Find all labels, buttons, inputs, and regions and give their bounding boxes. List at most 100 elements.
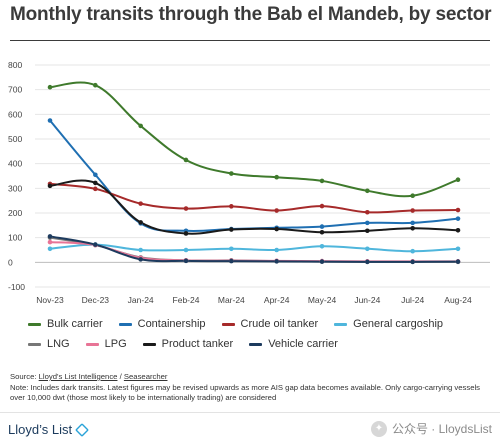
y-tick-label: 600 — [8, 109, 22, 119]
series-line-product-tanker — [49, 179, 459, 235]
source-separator: / — [117, 372, 124, 381]
data-point — [47, 234, 53, 239]
x-tick-label: Nov-23 — [36, 295, 64, 305]
x-tick-label: Mar-24 — [218, 295, 245, 305]
chart-title: Monthly transits through the Bab el Mand… — [10, 4, 492, 25]
title-divider — [10, 40, 490, 41]
data-point — [319, 244, 325, 249]
x-tick-label: Dec-23 — [82, 295, 110, 305]
data-point — [138, 201, 143, 206]
y-tick-label: 400 — [8, 159, 22, 169]
data-point — [410, 220, 415, 226]
series-line-crude-oil-tanker — [49, 182, 459, 214]
data-point — [319, 203, 325, 209]
data-point — [455, 227, 461, 233]
data-point — [274, 226, 279, 232]
x-tick-label: Jul-24 — [401, 295, 424, 305]
legend-item: General cargoship — [334, 318, 443, 330]
source-link-llyods-list-intelligence[interactable]: Lloyd's List Intelligence — [38, 372, 118, 381]
data-point — [229, 171, 234, 176]
data-point — [365, 246, 370, 252]
x-axis-ticks: Nov-23 Dec-23 Jan-24 Feb-24 Mar-24 Apr-24 May-… — [36, 295, 472, 305]
x-tick-label: Aug-24 — [444, 295, 472, 305]
source-link-seasearcher[interactable]: Seasearcher — [123, 372, 168, 381]
data-point — [138, 247, 143, 253]
data-point — [93, 242, 98, 247]
data-point — [455, 216, 461, 221]
legend-swatch — [28, 342, 41, 346]
series-lines — [49, 81, 459, 263]
x-tick-label: May-24 — [308, 295, 337, 305]
data-point — [455, 259, 461, 264]
y-tick-label: 100 — [8, 233, 22, 243]
data-point — [365, 220, 370, 226]
source-line: Source: Lloyd's List Intelligence / Seas… — [10, 372, 490, 383]
data-point — [183, 206, 189, 211]
data-point — [455, 207, 461, 213]
data-point — [93, 180, 98, 186]
data-point — [319, 229, 325, 235]
data-point — [410, 208, 415, 213]
data-point — [47, 183, 53, 189]
legend-label: Vehicle carrier — [268, 338, 338, 350]
legend-item: Containership — [118, 318, 206, 330]
y-tick-label: 500 — [8, 134, 22, 144]
y-axis-ticks: -100 0 100 200 300 400 500 600 700 800 — [8, 60, 25, 292]
data-point — [229, 204, 234, 209]
series-points — [47, 82, 461, 265]
data-point — [229, 258, 234, 264]
footer-divider — [0, 412, 500, 413]
data-point — [410, 225, 415, 231]
data-point — [365, 259, 370, 265]
watermark: ✦ 公众号 · LloydsList — [370, 420, 492, 437]
legend-label: Product tanker — [161, 338, 234, 350]
legend-swatch — [334, 322, 348, 326]
line-chart: -100 0 100 200 300 400 500 600 700 800 Nov-23 Dec-… — [8, 60, 490, 305]
wechat-icon: ✦ — [370, 420, 387, 437]
data-point — [274, 247, 279, 253]
data-point — [93, 82, 98, 88]
brand-name: Lloyd’s List — [8, 422, 73, 437]
data-point — [47, 118, 53, 123]
legend-swatch — [142, 342, 156, 346]
y-tick-label: -100 — [8, 282, 25, 292]
data-point — [274, 259, 279, 264]
data-point — [410, 248, 415, 254]
data-point — [47, 239, 53, 245]
chart-legend: Bulk carrier Containership Crude oil tanke… — [28, 318, 488, 350]
series-line-general-cargoship — [49, 243, 459, 253]
data-point — [455, 246, 461, 252]
data-point — [47, 84, 53, 90]
x-tick-label: Jan-24 — [128, 295, 154, 305]
legend-label: LPG — [104, 338, 127, 350]
data-point — [183, 231, 189, 236]
y-tick-label: 700 — [8, 85, 22, 95]
data-point — [319, 224, 325, 229]
data-point — [229, 246, 234, 252]
legend-swatch — [249, 342, 263, 346]
legend-label: Containership — [137, 318, 206, 330]
data-point — [229, 227, 234, 232]
legend-label: General cargoship — [353, 318, 444, 330]
source-prefix: Source: — [10, 372, 39, 381]
brand-logo: Lloyd’s List — [8, 422, 90, 437]
legend-swatch — [85, 342, 99, 346]
data-point — [365, 188, 370, 194]
series-line-bulk-carrier — [49, 81, 459, 198]
legend-swatch — [118, 322, 132, 326]
data-point — [138, 257, 143, 262]
legend-item: LPG — [85, 338, 127, 350]
y-tick-label: 0 — [8, 257, 13, 267]
brand-mark-icon — [75, 422, 90, 437]
legend-label: LNG — [47, 338, 70, 350]
data-point — [319, 259, 325, 264]
y-tick-label: 300 — [8, 183, 22, 193]
data-point — [319, 178, 325, 184]
data-point — [455, 177, 461, 182]
gridlines — [35, 64, 490, 288]
data-point — [410, 193, 415, 199]
y-tick-label: 800 — [8, 60, 22, 70]
data-point — [274, 174, 279, 180]
legend-item: Bulk carrier — [28, 318, 103, 330]
x-tick-label: Feb-24 — [173, 295, 200, 305]
